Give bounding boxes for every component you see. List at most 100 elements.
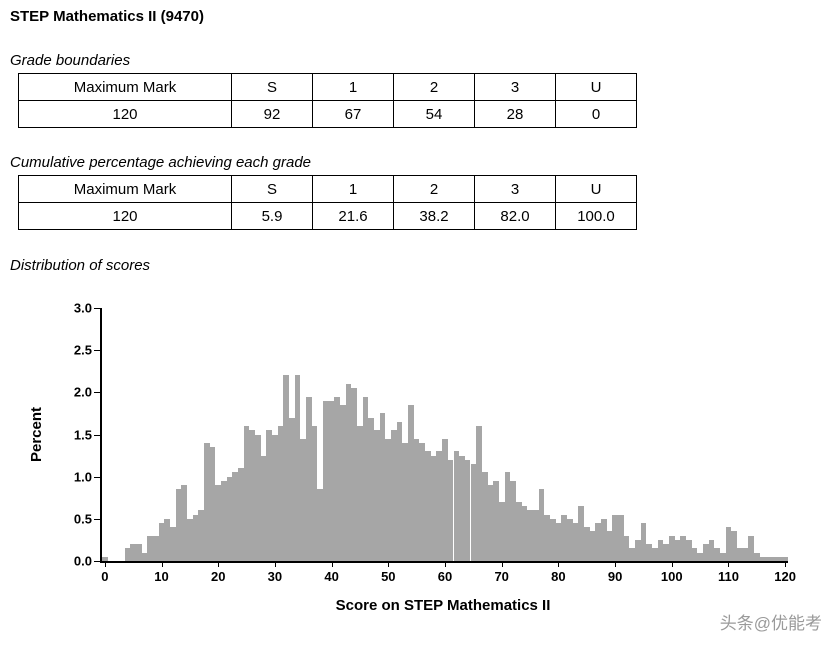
y-tick-mark (94, 308, 102, 309)
header-cell: 1 (312, 175, 394, 203)
y-tick-label: 1.5 (73, 427, 92, 442)
histogram-bar (181, 485, 188, 561)
value-cell: 92 (231, 100, 313, 128)
histogram-bar (464, 459, 471, 561)
histogram-bar (504, 472, 511, 561)
histogram-bar (759, 556, 766, 561)
histogram-bar (753, 552, 760, 561)
histogram-bar (697, 552, 703, 561)
histogram-bar (334, 396, 341, 561)
table-row: 120 92 67 54 28 0 (18, 100, 637, 128)
histogram-bar (294, 375, 301, 561)
histogram-bar (776, 556, 783, 561)
histogram-bar (651, 548, 658, 561)
histogram-bar (102, 556, 108, 561)
x-tick-mark (274, 561, 276, 567)
histogram-bar (396, 421, 403, 561)
histogram-bar (782, 556, 788, 561)
histogram-bar (498, 501, 505, 561)
histogram-bar (680, 535, 686, 561)
y-tick-mark (94, 476, 102, 478)
header-cell: Maximum Mark (18, 73, 232, 101)
page-title: STEP Mathematics II (9470) (10, 8, 204, 25)
histogram-bar (170, 527, 176, 561)
x-tick-mark (161, 561, 163, 567)
histogram-bar (691, 548, 698, 561)
value-cell: 5.9 (231, 202, 313, 230)
value-cell: 100.0 (555, 202, 637, 230)
watermark: 头条@优能考 (719, 614, 822, 633)
histogram-bar (408, 404, 414, 561)
x-tick-label: 50 (381, 569, 396, 584)
histogram-bar (425, 451, 431, 561)
header-cell: 1 (312, 73, 394, 101)
histogram-bar (413, 438, 420, 561)
x-tick-label: 30 (267, 569, 283, 584)
histogram-bar (158, 523, 165, 561)
histogram-bar (561, 514, 567, 561)
x-tick-label: 20 (210, 569, 226, 584)
histogram-bar (323, 400, 329, 561)
histogram-bar (153, 535, 159, 561)
grade-boundaries-table: Maximum Mark S 1 2 3 U 120 92 67 54 28 0 (18, 73, 637, 128)
histogram-bar (481, 472, 488, 561)
histogram-bar (317, 489, 324, 561)
histogram-bar (765, 556, 771, 561)
histogram-bar (521, 506, 528, 561)
value-cell: 82.0 (474, 202, 556, 230)
histogram-bar (714, 548, 720, 561)
histogram-bar (459, 455, 465, 561)
value-cell: 0 (555, 100, 637, 128)
histogram-bar (719, 552, 726, 561)
histogram-bar (385, 438, 392, 561)
histogram-bar (442, 438, 448, 561)
histogram-bar (430, 455, 437, 561)
histogram-bar (617, 514, 624, 561)
y-axis-title: Percent (22, 308, 52, 561)
histogram-bar (493, 480, 499, 561)
histogram-bar (447, 459, 454, 561)
y-tick-label: 0.5 (73, 511, 92, 527)
value-cell: 54 (393, 100, 475, 128)
histogram-bar (668, 535, 675, 561)
histogram-bar (736, 548, 743, 561)
y-tick-mark (94, 434, 102, 436)
table-header-row: Maximum Mark S 1 2 3 U (18, 73, 637, 101)
histogram-bar (311, 426, 318, 561)
histogram-bar (283, 375, 290, 561)
histogram-bar (204, 442, 210, 561)
y-tick-mark (94, 518, 102, 520)
histogram-plot: 0 10 20 30 40 50 60 70 80 90 100 110 120 0.0 0.5 1.0 1.5… (74, 301, 796, 585)
histogram-bar (725, 527, 732, 561)
histogram-bar (623, 535, 630, 561)
histogram-bar (289, 417, 295, 561)
histogram-bar (215, 485, 222, 561)
histogram-bar (674, 539, 681, 561)
histogram-bar (572, 523, 579, 561)
histogram-bar (192, 514, 199, 561)
value-cell: 120 (18, 100, 232, 128)
table-header-row: Maximum Mark S 1 2 3 U (18, 175, 637, 203)
histogram-bar (306, 396, 312, 561)
y-tick-label: 1.0 (73, 469, 92, 485)
histogram-bar (527, 510, 533, 561)
y-tick-label: 2.5 (73, 342, 92, 358)
histogram-bar (141, 552, 148, 561)
histogram-bar (379, 413, 386, 561)
cumulative-percentage-table: Maximum Mark S 1 2 3 U 120 5.9 21.6 38.2… (18, 175, 637, 230)
histogram-bar (487, 485, 494, 561)
histogram-bar (748, 535, 754, 561)
histogram-bar (221, 480, 227, 561)
histogram-bar (532, 510, 539, 561)
grade-boundaries-heading: Grade boundaries (10, 52, 131, 69)
histogram-bar (731, 531, 737, 561)
histogram-bar (226, 476, 233, 561)
histogram-bar (232, 472, 239, 561)
value-cell: 28 (474, 100, 556, 128)
x-tick-mark (331, 561, 333, 567)
x-tick-mark (104, 561, 106, 567)
histogram-bar (646, 544, 652, 561)
histogram-bar (589, 531, 596, 561)
histogram-bar (198, 510, 205, 561)
table-row: 120 5.9 21.6 38.2 82.0 100.0 (18, 202, 637, 230)
